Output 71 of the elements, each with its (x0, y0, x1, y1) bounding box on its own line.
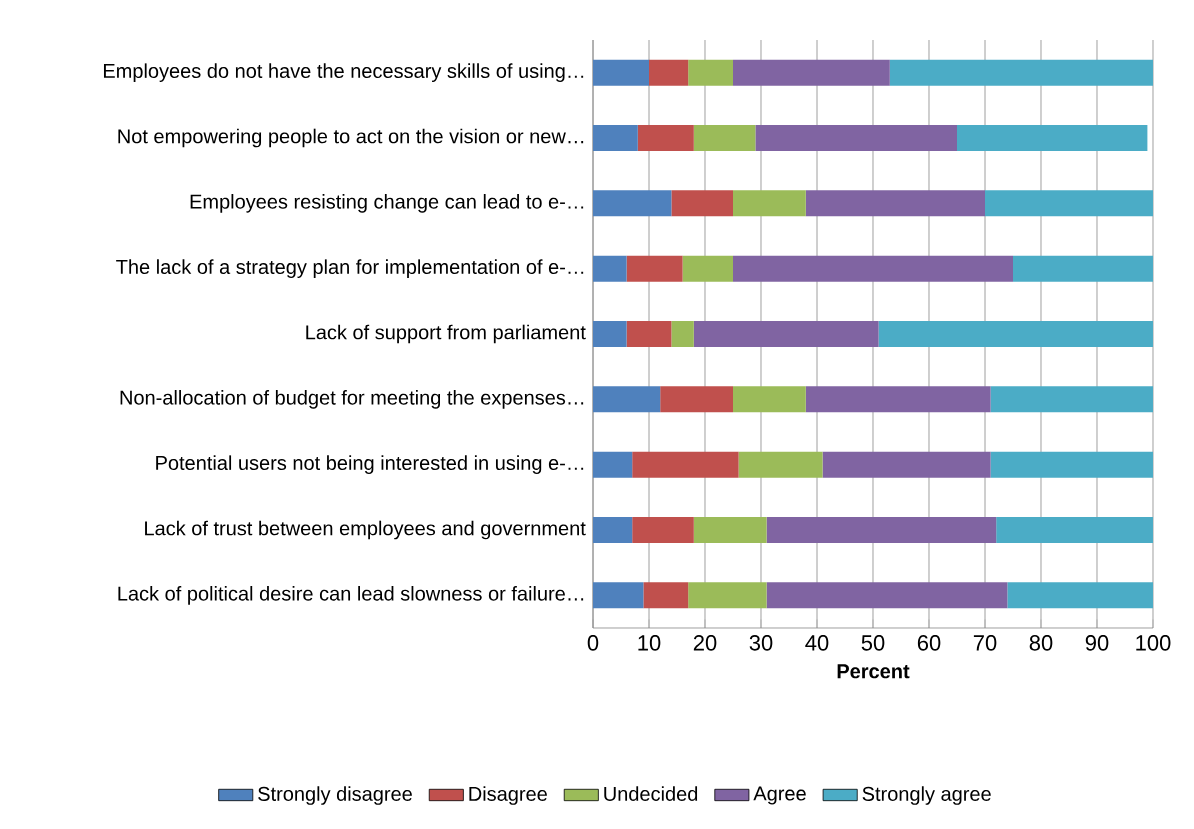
bar (805, 190, 985, 217)
legend-label: Disagree (469, 786, 547, 805)
bar (990, 386, 1153, 413)
bar (643, 582, 689, 609)
x-tick-label: 60 (917, 635, 941, 651)
bar (693, 517, 767, 543)
x-axis-title: Percent (837, 664, 910, 679)
bar (593, 386, 661, 413)
bar (688, 582, 767, 609)
x-tick-label: 20 (693, 635, 717, 651)
x-tick-label: 40 (805, 635, 829, 651)
y-tick-label: Lack of political desire can lead slowness or failure… (118, 586, 584, 605)
legend-label: Strongly agree (862, 786, 991, 805)
bar (733, 255, 1013, 282)
bar (637, 125, 694, 152)
bar (878, 321, 1153, 347)
bar (660, 386, 733, 413)
x-tick-label: 10 (638, 635, 661, 651)
x-tick-label: 80 (1029, 635, 1053, 651)
bar (593, 59, 649, 86)
legend-label: Undecided (604, 786, 698, 801)
legend-label: Strongly disagree (258, 786, 412, 805)
bar (822, 451, 991, 478)
bar (1013, 255, 1153, 282)
bar (593, 255, 627, 282)
bar (957, 125, 1148, 152)
bar (733, 59, 890, 86)
bar (733, 386, 806, 413)
bar (889, 59, 1153, 86)
bar (693, 125, 756, 152)
x-tick-label: 50 (861, 635, 885, 651)
x-tick-label: 100 (1136, 635, 1171, 651)
legend-label: Agree (753, 786, 806, 805)
bar (733, 190, 806, 217)
bar (593, 517, 633, 543)
bar (593, 582, 644, 609)
x-tick-label: 0 (587, 635, 599, 651)
bar (671, 190, 733, 217)
bar (990, 451, 1153, 478)
bar (649, 59, 689, 86)
bar (766, 582, 1008, 609)
bar (632, 451, 739, 478)
y-tick-label: Non-allocation of budget for meeting the expenses… (120, 390, 584, 409)
bar (671, 321, 694, 347)
y-tick-label: Employees do not have the necessary skills of using… (103, 63, 584, 82)
bar (632, 517, 694, 543)
bar (996, 517, 1153, 543)
y-tick-label: Potential users not being interested in using e-… (156, 455, 584, 474)
y-tick-label: The lack of a strategy plan for implementation of e-… (116, 259, 584, 278)
bar (738, 451, 823, 478)
bar (682, 255, 733, 282)
x-tick-label: 70 (973, 635, 997, 651)
bar (1007, 582, 1153, 609)
bar (688, 59, 733, 86)
bar (985, 190, 1153, 217)
x-tick-label: 90 (1085, 635, 1109, 651)
bar (593, 190, 672, 217)
y-tick-label: Lack of support from parliament (306, 324, 586, 344)
bar (805, 386, 991, 413)
bar (593, 451, 633, 478)
bar (766, 517, 997, 543)
y-tick-label: Lack of trust between employees and government (145, 520, 586, 540)
bar (593, 321, 627, 347)
y-tick-label: Employees resisting change can lead to e-… (190, 194, 584, 213)
x-tick-label: 30 (749, 635, 773, 651)
y-tick-label: Not empowering people to act on the vision or new… (118, 128, 584, 148)
bar (755, 125, 957, 152)
bar (593, 125, 638, 152)
bar (626, 321, 672, 347)
bar (693, 321, 879, 347)
bar (626, 255, 683, 282)
